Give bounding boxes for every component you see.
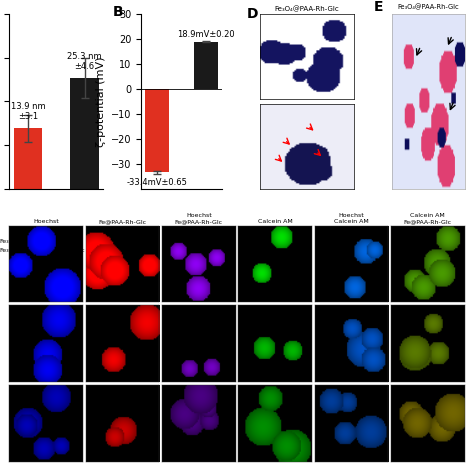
Title: Hoechst
Fe@PAA-Rh-Glc: Hoechst Fe@PAA-Rh-Glc	[175, 213, 223, 224]
Y-axis label: ζ-potential (mV): ζ-potential (mV)	[96, 56, 106, 147]
Bar	[194, 42, 219, 89]
Text: B: B	[113, 5, 124, 19]
Text: Fe₃O₄@PAA-Rh-Glc: Fe₃O₄@PAA-Rh-Glc	[398, 4, 459, 11]
Text: D: D	[246, 8, 258, 21]
Legend: Fe₃O₄@PAA-Rhodamine, Fe₃O₄@PAA-Rhodamine-Glc: Fe₃O₄@PAA-Rhodamine, Fe₃O₄@PAA-Rhodamine…	[0, 236, 88, 255]
Bar	[14, 128, 42, 189]
Bar	[71, 78, 99, 189]
Text: 25.3 nm
±4.6: 25.3 nm ±4.6	[67, 51, 102, 71]
Title: Fe@PAA-Rh-Glc: Fe@PAA-Rh-Glc	[99, 219, 146, 224]
Text: 13.9 nm
±3.1: 13.9 nm ±3.1	[10, 102, 45, 121]
Text: -33.4mV±0.65: -33.4mV±0.65	[127, 178, 188, 187]
Title: Calcein AM: Calcein AM	[258, 219, 292, 224]
Title: Calcein AM
Fe@PAA-Rh-Glc: Calcein AM Fe@PAA-Rh-Glc	[404, 213, 452, 224]
Bar	[145, 89, 170, 172]
Text: Fe₃O₄@PAA-Rh-Glc: Fe₃O₄@PAA-Rh-Glc	[275, 6, 339, 12]
Text: E: E	[374, 0, 383, 14]
Title: Hoechst: Hoechst	[33, 219, 59, 224]
Title: Hoechst
Calcein AM: Hoechst Calcein AM	[334, 213, 369, 224]
Text: 18.9mV±0.20: 18.9mV±0.20	[177, 30, 235, 39]
